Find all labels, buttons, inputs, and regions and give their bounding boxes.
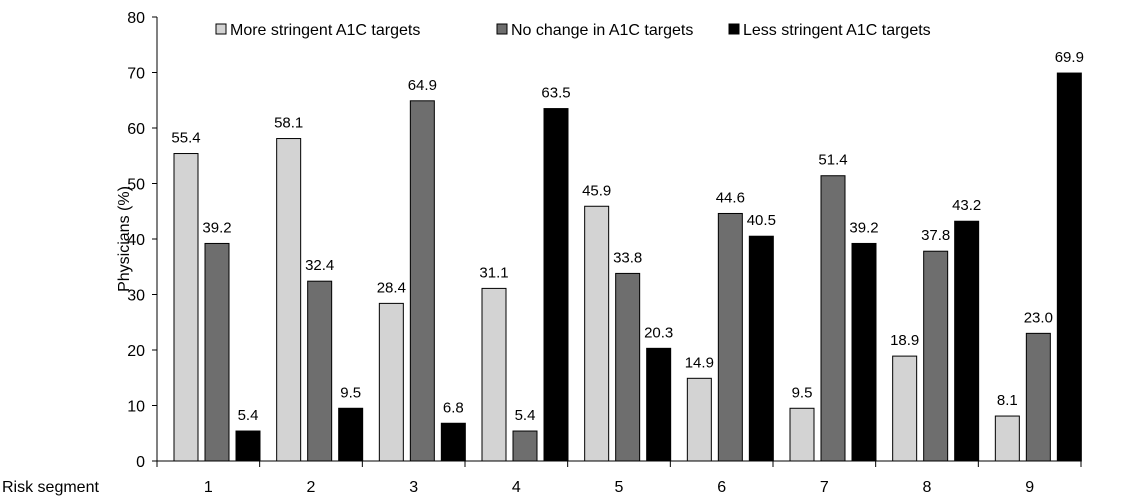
bar-series-1 [276, 138, 302, 462]
x-tick-label: 2 [307, 479, 316, 496]
bar-series-2 [615, 272, 641, 462]
bar-series-1 [789, 407, 815, 462]
y-tick-label: 0 [136, 454, 145, 471]
bar-value-label: 39.2 [202, 219, 231, 236]
y-tick-label: 50 [127, 177, 145, 194]
bar-value-label: 9.5 [340, 384, 361, 401]
bar-value-label: 5.4 [515, 407, 536, 424]
bar-value-label: 8.1 [997, 392, 1018, 409]
bar-value-label: 9.5 [792, 384, 813, 401]
bar-series-2 [307, 280, 333, 462]
bar-value-label: 43.2 [952, 197, 981, 214]
x-tick-label: 5 [615, 479, 624, 496]
bar-value-label: 20.3 [644, 324, 673, 341]
bar-series-1 [686, 377, 712, 462]
y-tick-label: 30 [127, 288, 145, 305]
bar-value-label: 63.5 [541, 85, 570, 102]
legend-swatch [215, 23, 227, 35]
bar-series-3 [543, 108, 569, 462]
bar-value-label: 44.6 [716, 189, 745, 206]
bar-series-2 [923, 250, 949, 462]
bar-series-2 [512, 430, 538, 462]
legend-swatch [728, 23, 740, 35]
bars [173, 72, 1082, 462]
bar-series-2 [820, 175, 846, 462]
bar-series-3 [235, 430, 261, 462]
y-tick-label: 20 [127, 343, 145, 360]
legend: More stringent A1C targets No change in A… [215, 22, 931, 39]
bar-series-2 [204, 242, 230, 462]
legend-label: No change in A1C targets [511, 22, 693, 39]
bar-series-3 [851, 242, 877, 462]
bar-value-label: 45.9 [582, 182, 611, 199]
y-tick-label: 60 [127, 121, 145, 138]
x-tick-label: 4 [512, 479, 521, 496]
bar-value-label: 64.9 [408, 77, 437, 94]
bar-value-label: 37.8 [921, 227, 950, 244]
bar-series-1 [892, 355, 918, 462]
bar-value-label: 39.2 [849, 219, 878, 236]
bar-value-label: 33.8 [613, 249, 642, 266]
bar-value-label: 6.8 [443, 399, 464, 416]
bar-value-label: 23.0 [1024, 309, 1053, 326]
bar-value-label: 31.1 [479, 264, 508, 281]
bar-value-label: 51.4 [818, 152, 847, 169]
bar-series-1 [584, 205, 610, 462]
bar-series-2 [717, 212, 743, 462]
x-tick-label: 9 [1025, 479, 1034, 496]
bar-value-label: 28.4 [377, 279, 406, 296]
bar-value-label: 69.9 [1055, 49, 1084, 66]
y-axis-title: Physicians (%) [116, 186, 133, 292]
bar-value-label: 18.9 [890, 332, 919, 349]
bar-value-label: 5.4 [238, 407, 259, 424]
tick-layer: 0 10 20 30 40 50 60 70 80 1 2 3 4 5 6 7 8 9 [127, 10, 1082, 496]
bar-series-2 [1025, 332, 1051, 462]
bar-series-3 [1056, 72, 1082, 462]
bar-series-1 [481, 287, 507, 462]
bar-series-3 [338, 407, 364, 462]
bar-series-3 [954, 220, 980, 462]
x-tick-label: 3 [409, 479, 418, 496]
bar-series-3 [748, 235, 774, 462]
bar-series-3 [440, 422, 466, 462]
data-labels: 55.4 58.1 28.4 31.1 45.9 14.9 9.5 18.9 8.1 39.2 32… [171, 49, 1084, 424]
x-tick-label: 8 [923, 479, 932, 496]
bar-value-label: 40.5 [747, 212, 776, 229]
y-tick-label: 70 [127, 66, 145, 83]
x-tick-label: 6 [717, 479, 726, 496]
bar-value-label: 58.1 [274, 115, 303, 132]
y-tick-label: 80 [127, 10, 145, 27]
x-tick-label: 7 [820, 479, 829, 496]
x-axis-title: Risk segment [2, 479, 99, 496]
legend-label: More stringent A1C targets [230, 22, 420, 39]
y-tick-label: 40 [127, 232, 145, 249]
legend-swatch [496, 23, 508, 35]
x-tick-label: 1 [204, 479, 213, 496]
bar-series-3 [646, 347, 672, 462]
bar-series-1 [173, 153, 199, 462]
bar-series-1 [994, 415, 1020, 462]
legend-label: Less stringent A1C targets [743, 22, 931, 39]
bar-series-2 [409, 100, 435, 462]
bar-value-label: 55.4 [171, 130, 200, 147]
bar-value-label: 32.4 [305, 257, 334, 274]
y-tick-label: 10 [127, 399, 145, 416]
bar-value-label: 14.9 [685, 354, 714, 371]
bar-series-1 [378, 302, 404, 462]
